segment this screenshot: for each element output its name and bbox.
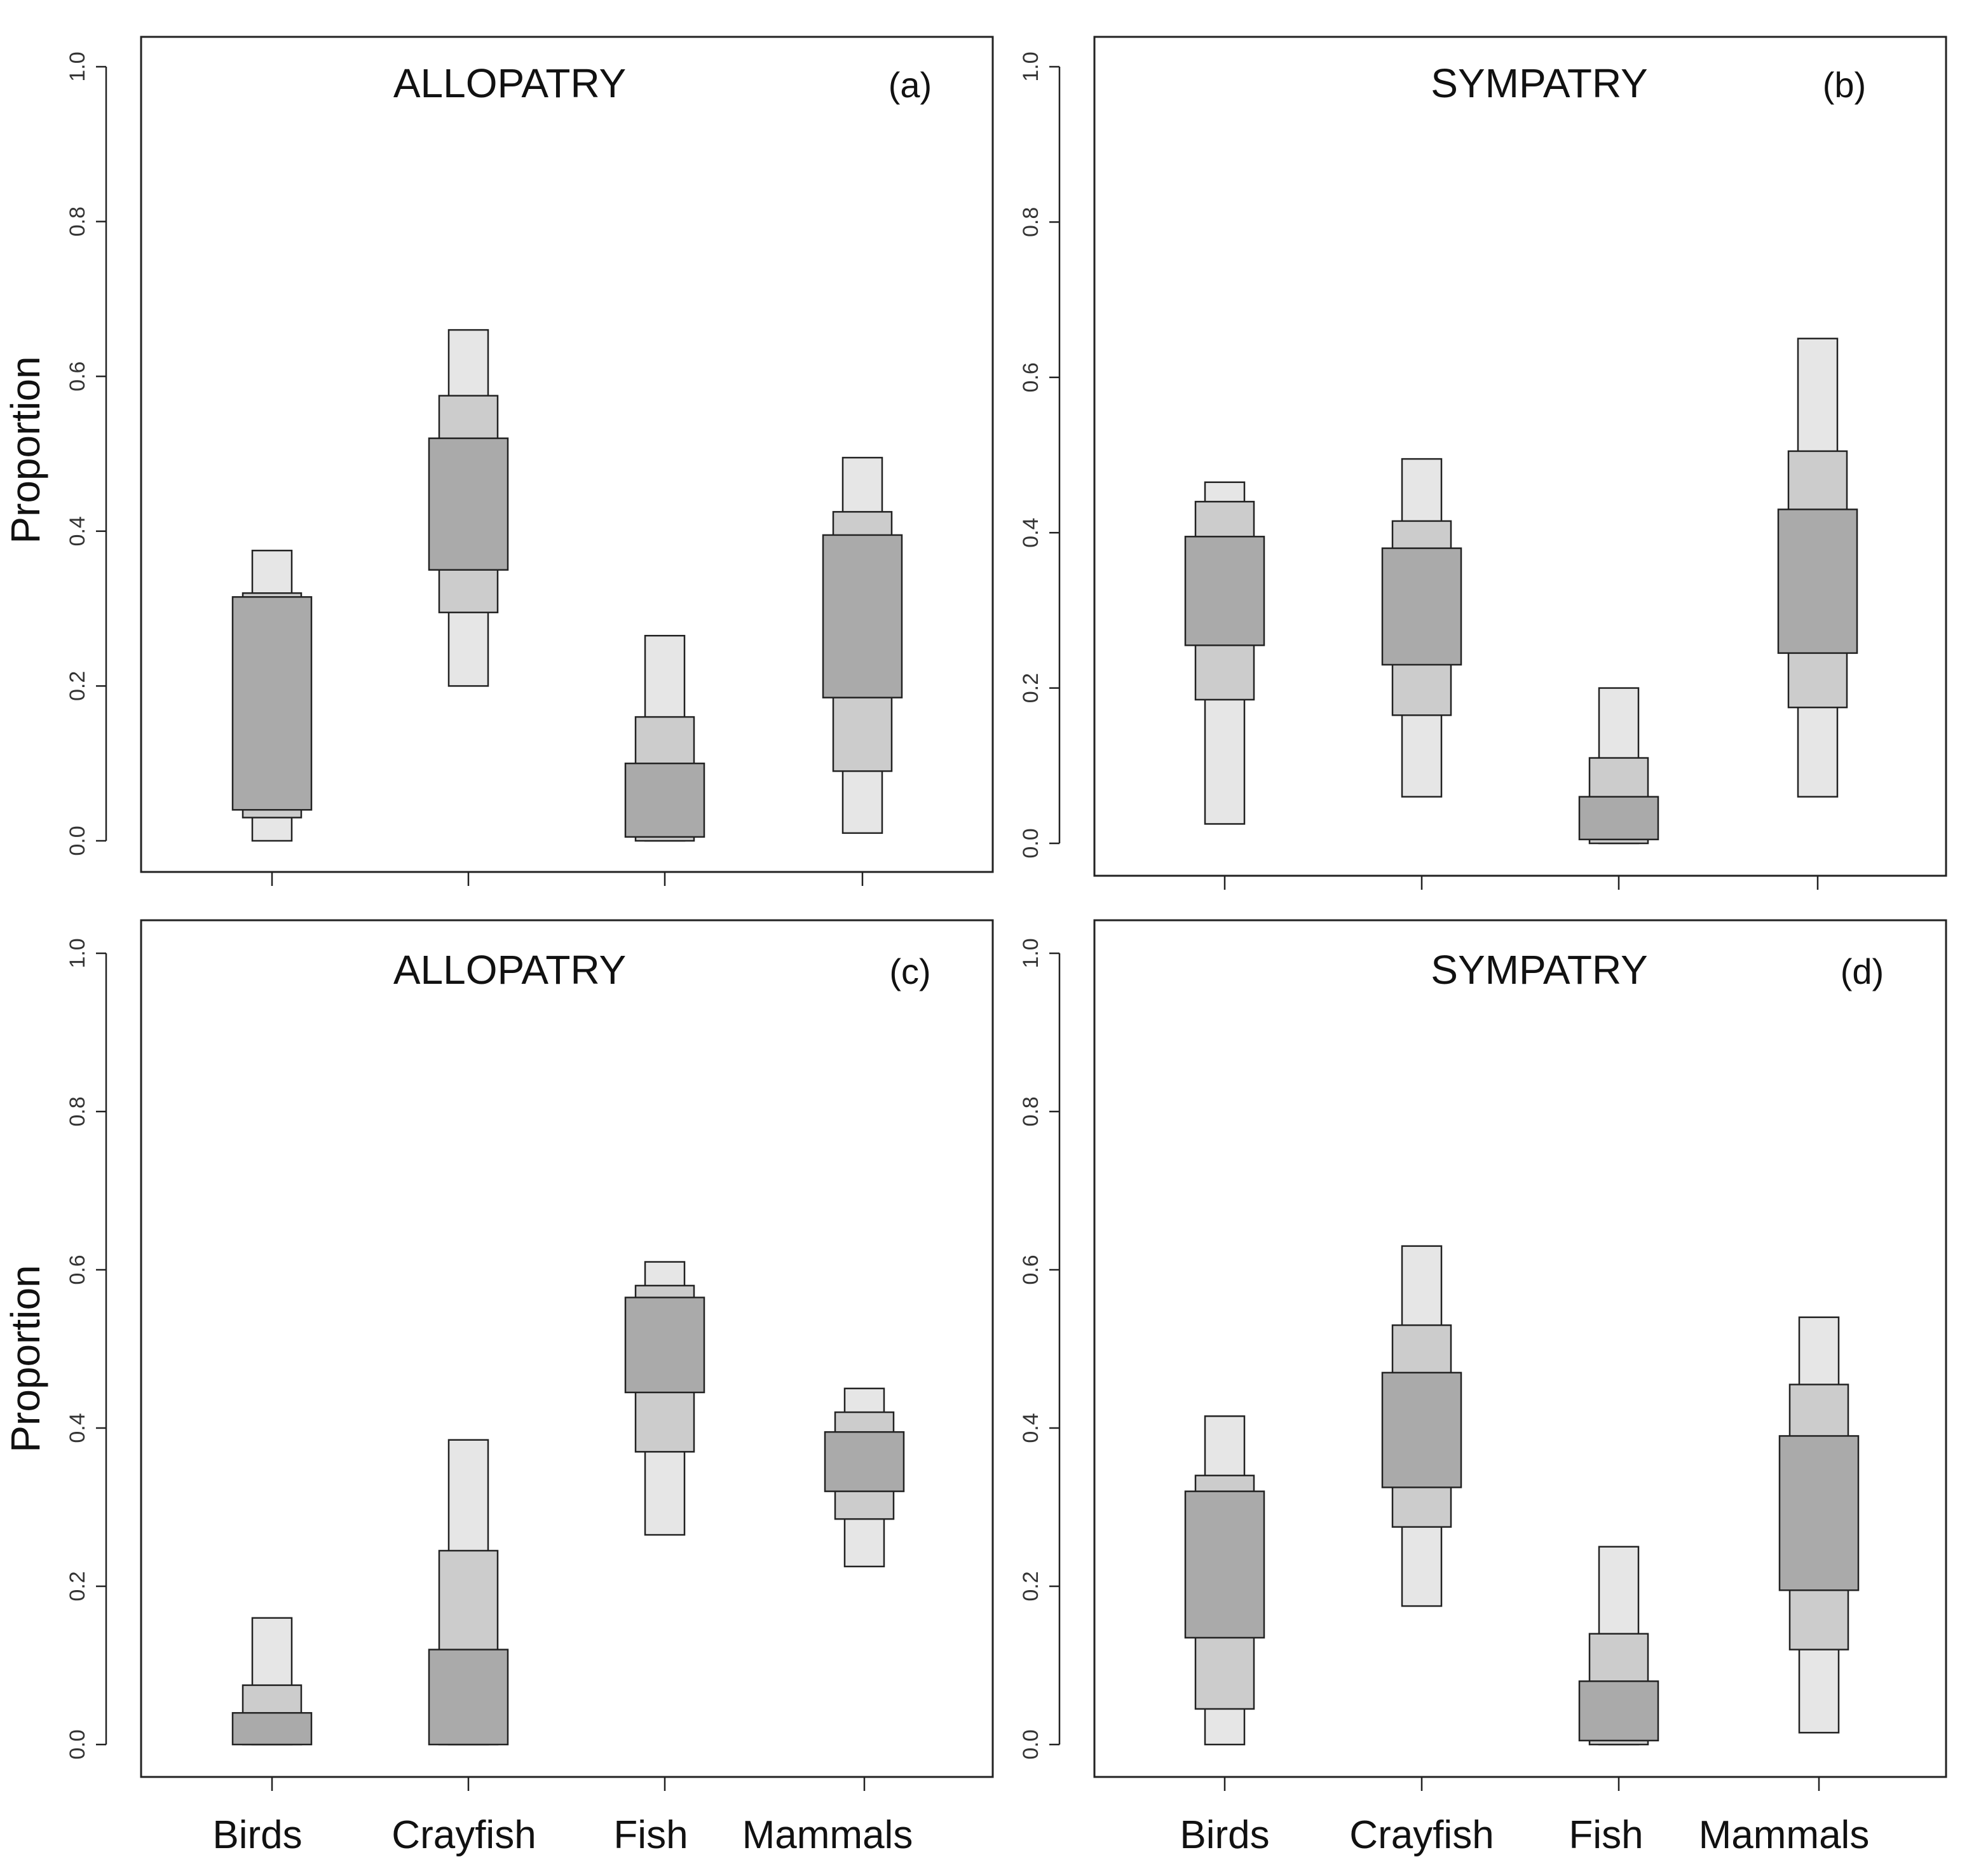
category-label-birds: Birds	[1180, 1813, 1269, 1857]
interval-mammals	[822, 456, 903, 834]
interval-inner-box	[1184, 536, 1265, 646]
y-tick-label: 0.8	[1019, 207, 1043, 237]
interval-inner-box	[824, 1431, 905, 1492]
panel-b: 0.0 0.2 0.4 0.6 0.8 1.0 SYMPATRY (b)	[1019, 36, 1947, 890]
interval-birds	[1184, 1415, 1265, 1746]
category-label-crayfish: Crayfish	[1349, 1813, 1494, 1857]
interval-inner-box	[624, 1296, 705, 1394]
interval-birds	[231, 1617, 313, 1746]
interval-inner-box	[1184, 1490, 1265, 1639]
interval-fish	[1578, 687, 1659, 845]
interval-inner-box	[1578, 1680, 1659, 1742]
interval-fish	[1578, 1546, 1659, 1746]
panel-tag: (d)	[1841, 951, 1884, 991]
y-tick-label: 1.0	[65, 938, 90, 968]
interval-inner-box	[1777, 508, 1858, 654]
interval-inner-box	[231, 596, 313, 811]
interval-fish	[624, 1261, 705, 1536]
panel-title: ALLOPATRY	[393, 60, 626, 106]
interval-inner-box	[1381, 547, 1462, 666]
plot-frame	[140, 919, 994, 1778]
y-tick-label: 0.8	[65, 1096, 90, 1126]
panel-tag: (a)	[888, 65, 932, 105]
panel-title: SYMPATRY	[1431, 60, 1647, 106]
interval-inner-box	[231, 1711, 313, 1746]
interval-fish	[624, 634, 705, 842]
interval-mammals	[1778, 1316, 1860, 1734]
category-label-mammals: Mammals	[1699, 1813, 1870, 1857]
panel-title: ALLOPATRY	[393, 947, 626, 993]
interval-crayfish	[428, 1439, 509, 1746]
interval-birds	[231, 550, 313, 842]
category-label-fish: Fish	[613, 1813, 688, 1857]
y-tick-label: 0.4	[1019, 1413, 1043, 1443]
category-label-fish: Fish	[1569, 1813, 1643, 1857]
interval-inner-box	[822, 534, 903, 698]
interval-inner-box	[1578, 796, 1659, 841]
interval-inner-box	[624, 762, 705, 838]
interval-birds	[1184, 481, 1265, 825]
interval-inner-box	[1381, 1371, 1462, 1488]
plot-frame	[1093, 919, 1947, 1778]
y-tick-label: 0.0	[65, 1729, 90, 1759]
interval-crayfish	[428, 329, 509, 687]
interval-crayfish	[1381, 458, 1462, 798]
y-tick-label: 0.4	[65, 1413, 90, 1443]
interval-inner-box	[428, 437, 509, 571]
interval-mammals	[824, 1387, 905, 1568]
y-axis-label: Proportion	[3, 1265, 48, 1452]
y-tick-label: 0.6	[1019, 362, 1043, 392]
interval-crayfish	[1381, 1245, 1462, 1607]
panel-d: 0.0 0.2 0.4 0.6 0.8 1.0 SYMPATRY (d) Birds Crayfi…	[1019, 919, 1947, 1857]
panel-title: SYMPATRY	[1431, 947, 1647, 993]
plot-frame	[140, 36, 994, 873]
y-tick-label: 0.0	[65, 826, 90, 855]
panel-a: 0.0 0.2 0.4 0.6 0.8 1.0 ALLOPATRY (a) Proportion	[3, 36, 994, 886]
y-tick-label: 0.2	[1019, 673, 1043, 703]
y-tick-label: 0.0	[1019, 828, 1043, 858]
interval-inner-box	[428, 1649, 509, 1746]
y-tick-label: 0.6	[65, 362, 90, 391]
y-tick-label: 0.6	[65, 1255, 90, 1284]
category-label-mammals: Mammals	[742, 1813, 913, 1857]
category-label-birds: Birds	[212, 1813, 302, 1857]
interval-inner-box	[1778, 1435, 1860, 1591]
y-tick-label: 0.4	[65, 516, 90, 546]
y-tick-label: 1.0	[1019, 51, 1043, 81]
y-tick-label: 0.2	[1019, 1571, 1043, 1601]
y-tick-label: 0.8	[1019, 1096, 1043, 1126]
y-tick-label: 0.6	[1019, 1255, 1043, 1284]
y-tick-label: 0.8	[65, 207, 90, 236]
y-tick-label: 1.0	[1019, 938, 1043, 968]
panel-c: 0.0 0.2 0.4 0.6 0.8 1.0 ALLOPATRY (c) Proportion…	[3, 919, 994, 1857]
y-tick-label: 0.2	[65, 1571, 90, 1601]
panel-tag: (b)	[1823, 65, 1866, 105]
y-tick-label: 1.0	[65, 51, 90, 81]
y-tick-label: 0.0	[1019, 1729, 1043, 1759]
plot-frame	[1093, 36, 1947, 877]
panel-tag: (c)	[889, 951, 930, 991]
y-tick-label: 0.2	[65, 671, 90, 701]
y-axis-label: Proportion	[3, 356, 48, 543]
y-tick-label: 0.4	[1019, 518, 1043, 548]
category-label-crayfish: Crayfish	[391, 1813, 536, 1857]
interval-mammals	[1777, 337, 1858, 798]
